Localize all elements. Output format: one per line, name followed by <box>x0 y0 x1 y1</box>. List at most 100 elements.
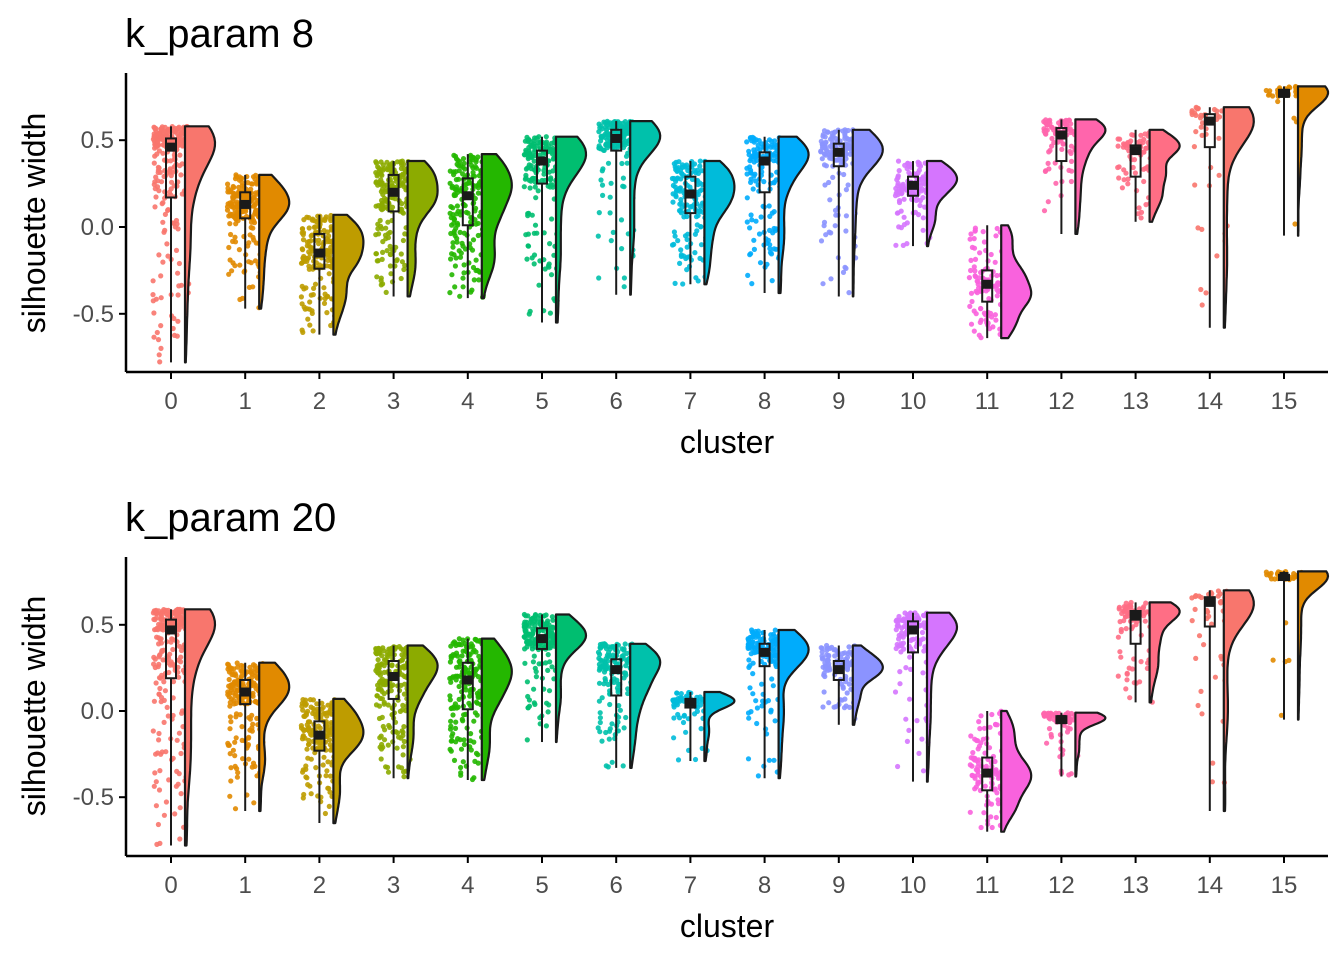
data-point <box>234 774 240 780</box>
data-point <box>1193 112 1199 118</box>
data-point <box>1192 182 1198 188</box>
data-point <box>227 714 233 720</box>
data-point <box>841 171 847 178</box>
data-point <box>597 645 604 651</box>
data-point <box>466 671 472 677</box>
data-point <box>750 639 756 645</box>
data-point <box>521 184 527 190</box>
panel-k-param-8: k_param 8 -0.50.00.50 1 2 3 4 5 6 7 8 9 10 11 12 13 14… <box>16 12 1330 460</box>
data-point <box>904 165 910 172</box>
data-point <box>306 215 312 221</box>
data-point <box>315 745 321 751</box>
x-tick-label: 13 <box>1122 872 1149 899</box>
data-point <box>747 225 753 231</box>
data-point <box>1049 124 1055 130</box>
data-point <box>680 281 686 287</box>
iqr-box <box>832 142 845 168</box>
data-point <box>524 256 530 262</box>
data-point <box>744 139 750 145</box>
data-point <box>239 737 245 744</box>
data-point <box>819 656 826 662</box>
data-point <box>523 166 530 172</box>
data-point <box>1118 654 1124 660</box>
data-point <box>976 275 983 281</box>
data-point <box>156 730 162 737</box>
data-point <box>325 254 331 260</box>
data-point <box>1263 87 1269 94</box>
x-tick-label: 0 <box>164 872 177 899</box>
data-point <box>451 757 458 764</box>
data-point <box>152 617 158 623</box>
data-point <box>606 728 613 734</box>
data-point <box>151 698 157 704</box>
data-point <box>992 259 998 265</box>
data-point <box>394 745 400 751</box>
data-point <box>151 783 157 789</box>
data-point <box>525 693 531 700</box>
data-point <box>1211 106 1218 113</box>
data-point <box>158 636 164 642</box>
median-marker <box>240 199 250 209</box>
data-point <box>158 295 164 301</box>
data-point <box>536 134 542 140</box>
data-point <box>992 786 998 792</box>
data-point <box>462 640 468 647</box>
data-point <box>248 181 255 187</box>
data-point <box>324 310 330 316</box>
data-point <box>227 751 233 757</box>
data-point <box>970 750 976 756</box>
data-point <box>748 169 754 176</box>
data-point <box>152 770 158 776</box>
panel-title: k_param 8 <box>125 12 314 56</box>
data-point <box>399 657 405 663</box>
data-point <box>920 670 926 676</box>
data-point <box>380 645 386 651</box>
data-point <box>679 171 685 177</box>
data-point <box>1044 127 1050 133</box>
data-point <box>674 168 680 174</box>
violin-half <box>554 613 588 744</box>
data-point <box>383 225 389 231</box>
cluster-group-3 <box>373 158 439 298</box>
data-point <box>311 285 317 291</box>
data-point <box>826 653 832 659</box>
data-point <box>607 652 613 659</box>
data-point <box>299 283 305 289</box>
data-point <box>903 665 909 671</box>
data-point <box>549 630 555 636</box>
data-point <box>326 737 333 743</box>
cluster-group-4 <box>447 152 513 300</box>
data-point <box>671 715 677 721</box>
data-point <box>549 140 555 146</box>
cluster-group-15 <box>1263 83 1330 237</box>
data-point <box>300 232 306 238</box>
data-point <box>226 271 232 277</box>
data-point <box>898 183 904 190</box>
median-marker <box>389 672 399 682</box>
data-point <box>767 242 773 248</box>
data-point <box>460 284 466 290</box>
data-point <box>756 138 762 144</box>
data-point <box>1068 158 1075 164</box>
data-point <box>177 620 184 627</box>
data-point <box>844 690 850 696</box>
data-point <box>545 652 551 658</box>
data-point <box>678 252 685 258</box>
data-point <box>377 735 383 741</box>
median-marker <box>834 147 844 157</box>
data-point <box>769 676 775 682</box>
data-point <box>401 691 407 697</box>
data-point <box>678 247 684 253</box>
data-point <box>460 759 466 765</box>
cluster-group-6 <box>595 118 662 296</box>
data-point <box>759 681 765 687</box>
data-point <box>389 204 396 210</box>
data-point <box>1118 626 1124 633</box>
data-point <box>303 710 309 717</box>
data-point <box>226 244 232 251</box>
data-point <box>767 246 773 252</box>
data-point <box>177 836 183 842</box>
data-point <box>383 289 389 295</box>
data-point <box>448 718 454 724</box>
data-point <box>235 688 241 694</box>
